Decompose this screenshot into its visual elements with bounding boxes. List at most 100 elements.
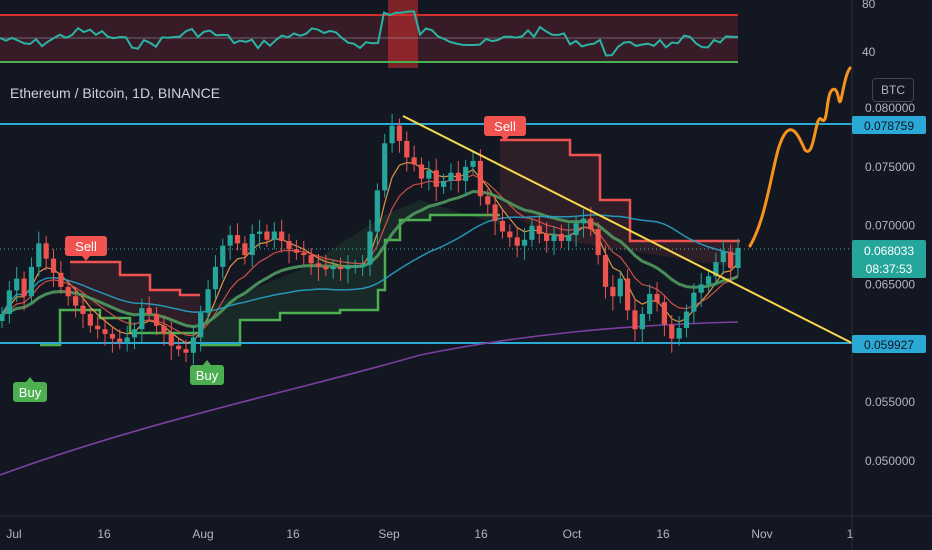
last-price-tag: 0.068033 08:37:53: [852, 240, 926, 278]
candle-body: [73, 296, 79, 306]
candle-body: [418, 164, 425, 179]
candle-body: [477, 160, 483, 197]
candle-body: [80, 305, 86, 314]
candle-body: [124, 337, 130, 343]
candle-body: [573, 223, 579, 236]
supertrend-buy-line: [200, 213, 500, 347]
candle-body: [65, 286, 71, 297]
candle-body: [507, 231, 513, 238]
time-tick-label: 16: [286, 527, 300, 541]
candle-body: [286, 240, 292, 250]
signal-buy-bg: [190, 365, 224, 385]
candle-body: [698, 284, 704, 293]
osc-tick-40: 40: [862, 45, 876, 59]
candle-body: [441, 180, 447, 187]
candle-body: [50, 258, 57, 273]
candle-body: [58, 272, 64, 287]
candle-body: [529, 225, 535, 240]
currency-badge[interactable]: BTC: [872, 78, 914, 102]
supertrend-sell-line: [500, 138, 740, 243]
candle-body: [337, 266, 344, 270]
signal-pointer: [82, 256, 90, 261]
candle-body: [713, 262, 719, 277]
candle-body: [536, 225, 542, 234]
candle-body: [146, 308, 152, 314]
time-tick-label: 16: [97, 527, 111, 541]
candle-body: [455, 172, 461, 181]
candle-body: [617, 278, 623, 297]
candle-body: [212, 266, 219, 290]
buy-zone-fill: [200, 200, 500, 345]
candle-body: [485, 196, 491, 205]
candle-body: [109, 333, 115, 339]
ma-long-line: [0, 321, 739, 476]
candle-body: [389, 125, 395, 144]
candle-body: [161, 325, 167, 334]
candle-body: [514, 237, 520, 246]
candle-body: [544, 233, 550, 241]
candle-body: [198, 312, 204, 338]
candle-body: [521, 239, 528, 246]
candle-body: [691, 292, 697, 312]
level-high-value: 0.078759: [864, 119, 914, 133]
candle-body: [396, 125, 403, 141]
candle-body: [6, 290, 12, 314]
candle-body: [205, 289, 211, 313]
candle-body: [404, 140, 410, 158]
price-tick-label: 0.080000: [865, 101, 915, 115]
supertrend-buy-line: [40, 308, 200, 347]
price-tick-label: 0.055000: [865, 395, 915, 409]
candle-body: [308, 255, 314, 264]
candle-body: [21, 278, 27, 297]
candle-body: [352, 266, 358, 268]
candle-body: [315, 263, 322, 267]
level-low-tag-bg: [852, 335, 926, 353]
candle-body: [249, 233, 255, 256]
candle-body: [131, 329, 138, 338]
candle-body: [43, 243, 49, 259]
candle-body: [257, 231, 263, 234]
time-tick-label: 1: [847, 527, 854, 541]
level-low-value: 0.059927: [864, 338, 914, 352]
candle-body: [264, 231, 270, 240]
candle-body: [330, 266, 336, 270]
signal-sell-label: Sell: [75, 239, 97, 254]
candle-body: [735, 248, 741, 269]
time-tick-label: 16: [474, 527, 488, 541]
candle-body: [728, 251, 734, 269]
signal-buy-label: Buy: [196, 368, 219, 383]
candle-body: [176, 345, 182, 350]
candle-body: [610, 286, 616, 297]
candle-body: [683, 311, 690, 329]
signal-pointer: [203, 360, 211, 365]
candle-body: [705, 276, 712, 285]
osc-tick-80: 80: [862, 0, 876, 11]
time-axis[interactable]: Jul 16 Aug 16 Sep 16 Oct 16 Nov 1: [0, 515, 932, 541]
candle-body: [242, 243, 248, 256]
candle-body: [433, 170, 439, 187]
time-tick-label: Sep: [378, 527, 400, 541]
candle-body: [558, 233, 564, 241]
candle-body: [220, 245, 226, 267]
candle-body: [168, 333, 174, 346]
candle-body: [669, 324, 675, 339]
price-axis[interactable]: 0.080000 0.075000 0.070000 0.065000 0.055000…: [851, 0, 915, 550]
time-tick-label: Aug: [192, 527, 213, 541]
candle-body: [426, 170, 432, 179]
candle-body: [448, 172, 454, 181]
signal-sell: Sell: [484, 116, 526, 141]
last-price-tag-bg: [852, 240, 926, 278]
candle-body: [374, 190, 380, 232]
candle-body: [271, 231, 277, 240]
price-tick-label: 0.065000: [865, 278, 915, 292]
candle-body: [279, 231, 285, 241]
candle-body: [0, 313, 5, 321]
candle-body: [588, 218, 594, 230]
candle-body: [153, 313, 160, 326]
candle-body: [551, 233, 557, 241]
candle-body: [566, 235, 572, 241]
candle-body: [293, 249, 299, 253]
price-tick-label: 0.075000: [865, 160, 915, 174]
